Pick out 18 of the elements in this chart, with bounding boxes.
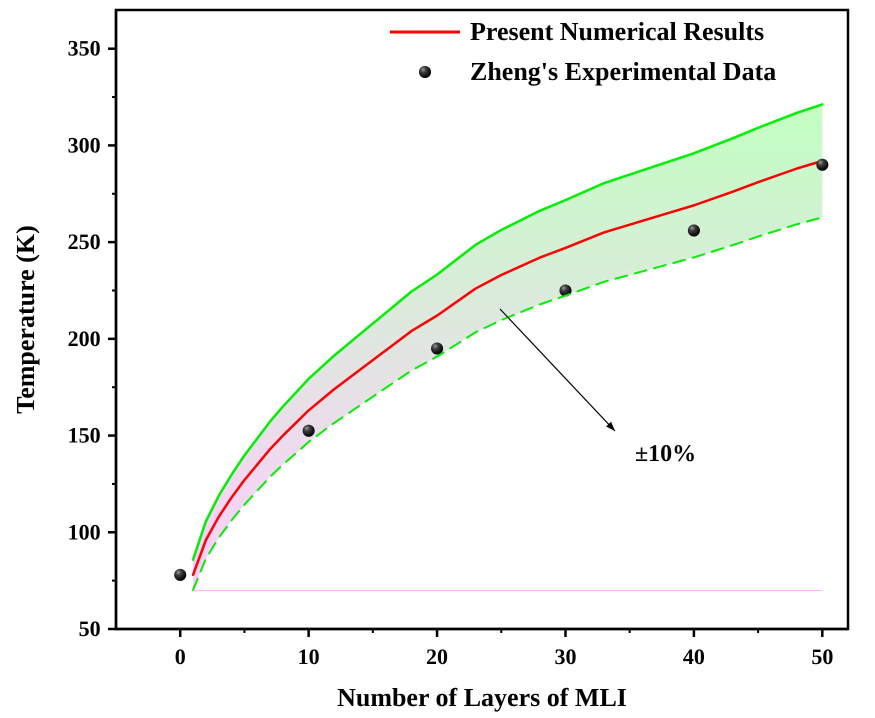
legend-label: Zheng's Experimental Data [470,57,776,86]
x-tick-label: 40 [682,644,705,670]
x-tick-label: 20 [426,644,448,670]
x-tick-label: 50 [811,644,834,670]
x-tick-label: 0 [174,644,186,670]
annotation: ±10% [635,441,696,467]
y-tick-label: 250 [68,229,101,254]
x-axis-title: Number of Layers of MLI [337,683,627,712]
y-tick-label: 150 [68,422,101,448]
y-tick-label: 100 [68,519,101,544]
y-tick-label: 350 [68,36,101,61]
x-tick-label: 10 [298,644,320,670]
legend-label: Present Numerical Results [470,17,764,46]
y-axis-title: Temperature (K) [11,225,40,414]
y-tick-label: 200 [68,326,101,351]
y-tick-label: 50 [78,616,101,642]
y-tick-label: 300 [68,132,101,158]
x-tick-label: 30 [554,644,576,670]
